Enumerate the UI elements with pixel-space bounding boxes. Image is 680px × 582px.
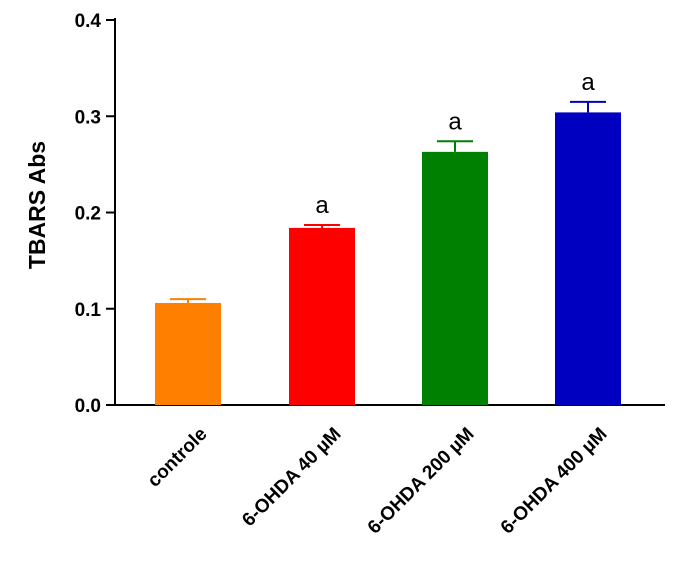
bar xyxy=(289,227,355,405)
y-tick-label: 0.1 xyxy=(75,300,102,321)
bar xyxy=(422,151,488,405)
category-label: 6-OHDA 40 µM xyxy=(238,424,345,531)
bar xyxy=(555,112,621,406)
category-label: 6-OHDA 200 µM xyxy=(364,424,479,539)
category-label: 6-OHDA 400 µM xyxy=(497,424,612,539)
significance-label: a xyxy=(448,108,462,135)
y-tick-label: 0.3 xyxy=(75,107,101,128)
y-tick-label: 0.2 xyxy=(75,204,101,225)
category-labels: controle 6-OHDA 40 µM 6-OHDA 200 µM 6-OHDA … xyxy=(144,424,612,539)
bar xyxy=(155,302,221,405)
bars: a a a xyxy=(155,69,621,406)
category-label: controle xyxy=(144,424,212,492)
significance-label: a xyxy=(315,192,329,219)
significance-label: a xyxy=(581,69,595,96)
y-tick-label: 0.0 xyxy=(75,396,101,417)
y-tick-label: 0.4 xyxy=(75,11,102,32)
y-axis-label: TBARS Abs xyxy=(24,141,50,269)
